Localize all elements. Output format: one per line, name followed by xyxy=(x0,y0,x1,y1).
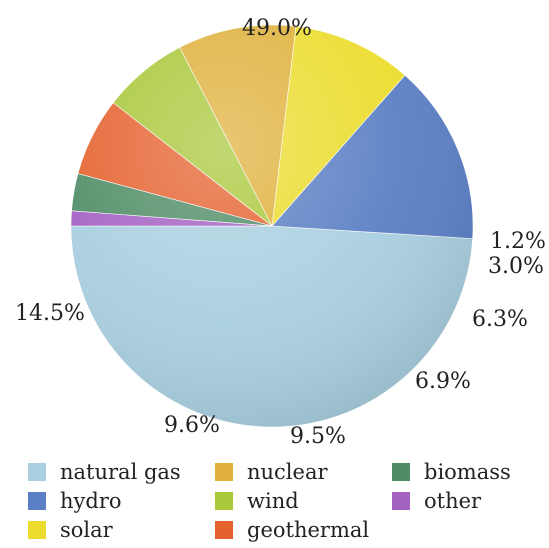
slice-label-hydro: 14.5% xyxy=(15,301,85,326)
legend: natural gas nuclear biomass hydro wind o… xyxy=(28,459,548,547)
legend-swatch xyxy=(28,521,46,539)
legend-item-nuclear: nuclear xyxy=(215,459,328,485)
legend-label: hydro xyxy=(60,489,122,513)
slice-label-biomass: 3.0% xyxy=(488,254,544,279)
legend-swatch xyxy=(215,521,233,539)
legend-swatch xyxy=(28,492,46,510)
legend-swatch xyxy=(215,463,233,481)
legend-label: solar xyxy=(60,518,113,542)
slice-label-solar: 9.6% xyxy=(164,413,220,438)
slice-label-wind: 6.9% xyxy=(415,369,471,394)
legend-item-natural-gas: natural gas xyxy=(28,459,181,485)
legend-item-wind: wind xyxy=(215,488,299,514)
legend-item-other: other xyxy=(392,488,481,514)
slice-label-nuclear: 9.5% xyxy=(290,424,346,449)
slice-label-geothermal: 6.3% xyxy=(472,307,528,332)
slice-label-other: 1.2% xyxy=(490,229,546,254)
legend-item-hydro: hydro xyxy=(28,488,122,514)
legend-swatch xyxy=(392,463,410,481)
legend-label: biomass xyxy=(424,460,511,484)
legend-label: wind xyxy=(247,489,299,513)
legend-item-geothermal: geothermal xyxy=(215,517,369,543)
legend-swatch xyxy=(28,463,46,481)
legend-label: other xyxy=(424,489,482,513)
legend-swatch xyxy=(392,492,410,510)
legend-label: natural gas xyxy=(60,460,181,484)
legend-item-solar: solar xyxy=(28,517,113,543)
pie-slices xyxy=(70,24,474,428)
legend-item-biomass: biomass xyxy=(392,459,511,485)
slice-label-natural-gas: 49.0% xyxy=(242,16,312,41)
slice-natural-gas xyxy=(70,225,473,428)
legend-label: geothermal xyxy=(247,518,370,542)
legend-swatch xyxy=(215,492,233,510)
legend-label: nuclear xyxy=(247,460,328,484)
